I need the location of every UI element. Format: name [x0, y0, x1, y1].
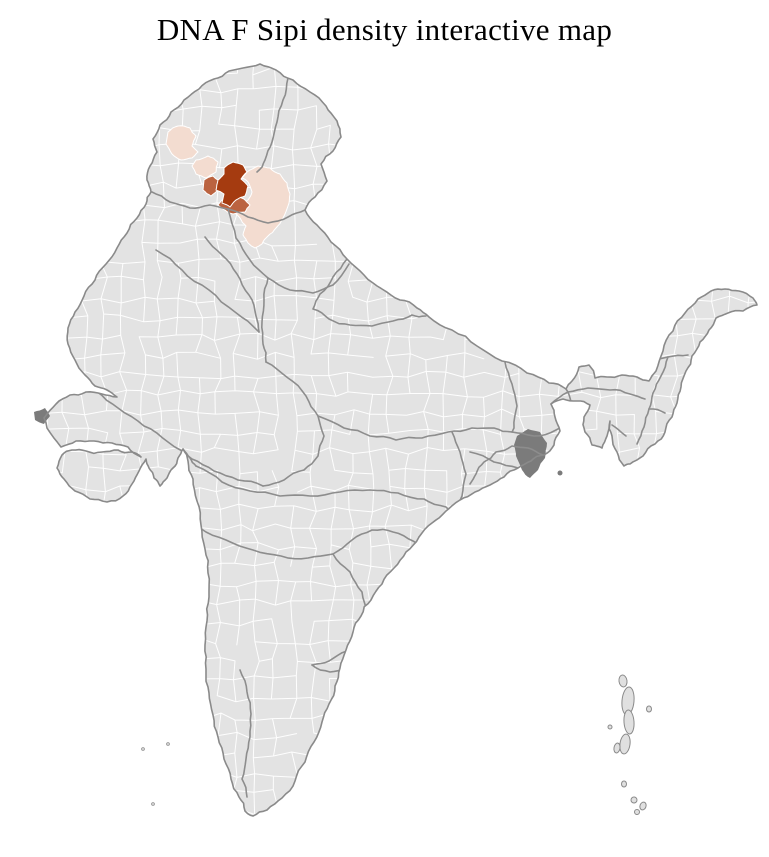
india-landmass: [44, 64, 757, 816]
sundarbans-delta: [514, 429, 547, 478]
islet: [141, 747, 145, 751]
map-title: DNA F Sipi density interactive map: [156, 12, 613, 47]
andaman-nicobar-islands: [607, 674, 652, 815]
island: [646, 705, 652, 713]
island: [639, 801, 647, 811]
island: [621, 780, 627, 788]
density-districts: [165, 125, 291, 249]
district-high-density[interactable]: [215, 161, 249, 208]
kutch-creek: [34, 408, 50, 424]
district-low-density[interactable]: [191, 155, 219, 179]
island: [618, 674, 628, 688]
island: [623, 709, 635, 735]
delta-islet: [557, 470, 563, 476]
india-coastline: [43, 63, 758, 817]
island: [613, 742, 621, 754]
lakshadweep-islands: [141, 742, 170, 806]
island: [619, 733, 631, 755]
island: [607, 724, 613, 730]
district-low-density[interactable]: [165, 125, 199, 161]
islet: [151, 802, 155, 806]
island: [634, 809, 640, 815]
island: [630, 796, 638, 804]
islet: [166, 742, 170, 746]
